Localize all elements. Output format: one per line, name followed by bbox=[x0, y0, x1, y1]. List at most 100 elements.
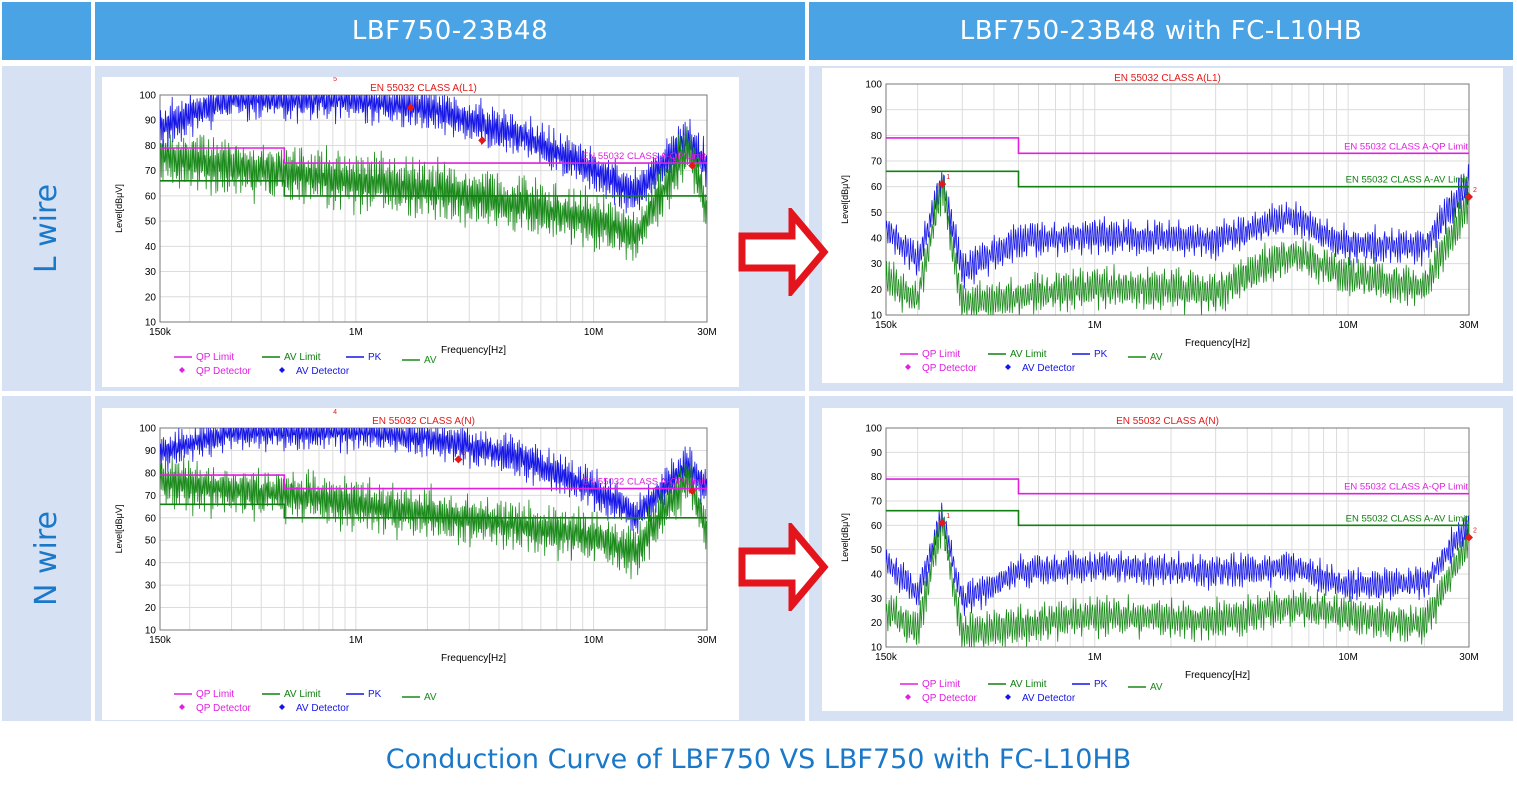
x-tick-label: 1M bbox=[1088, 320, 1102, 331]
row-label-n-wire: N wire bbox=[2, 396, 91, 721]
y-tick-label: 90 bbox=[871, 448, 883, 459]
y-tick-label: 10 bbox=[145, 626, 157, 637]
column-header-after: LBF750-23B48 with FC-L10HB bbox=[809, 2, 1513, 60]
qp-limit-label: EN 55032 CLASS A-QP Limit bbox=[1344, 141, 1468, 152]
y-tick-label: 90 bbox=[871, 105, 883, 116]
y-tick-label: 70 bbox=[871, 157, 883, 168]
legend-label: AV Detector bbox=[1022, 363, 1076, 374]
y-tick-label: 10 bbox=[145, 318, 157, 329]
detector-marker bbox=[454, 455, 463, 464]
y-tick-label: 10 bbox=[871, 311, 883, 322]
qp-limit-line bbox=[160, 147, 707, 164]
arrow-right-icon bbox=[738, 523, 829, 611]
legend-swatch bbox=[179, 367, 185, 373]
legend-label: AV Limit bbox=[284, 689, 321, 700]
top-marker-label: 4 bbox=[333, 409, 337, 416]
detector-marker-label: 1 bbox=[946, 513, 950, 520]
y-tick-label: 10 bbox=[871, 643, 883, 654]
chart-l-after: 10 20 30 40 50 60 70 80 90 100 150k 1M 10M 30M Frequen… bbox=[840, 73, 1479, 374]
chart-title: EN 55032 CLASS A(L1) bbox=[1114, 73, 1221, 84]
x-tick-label: 30M bbox=[697, 327, 716, 338]
legend-label: AV Detector bbox=[1022, 693, 1076, 704]
y-tick-label: 100 bbox=[139, 91, 156, 102]
detector-marker bbox=[688, 486, 697, 495]
x-axis-label: Frequency[Hz] bbox=[441, 345, 506, 356]
top-marker-label: 5 bbox=[333, 77, 337, 83]
y-tick-label: 20 bbox=[145, 603, 157, 614]
y-tick-label: 40 bbox=[145, 558, 157, 569]
x-tick-label: 150k bbox=[149, 327, 172, 338]
legend-label: AV Detector bbox=[296, 366, 350, 377]
legend-label: AV bbox=[424, 355, 437, 366]
y-axis-label: Level[dBμV] bbox=[840, 513, 850, 562]
y-tick-label: 50 bbox=[871, 545, 883, 556]
av-trace bbox=[886, 173, 1469, 315]
x-tick-label: 150k bbox=[875, 320, 898, 331]
legend-swatch bbox=[179, 704, 185, 710]
x-tick-label: 10M bbox=[1338, 320, 1357, 331]
y-axis-label: Level[dBμV] bbox=[114, 505, 124, 554]
detector-marker-label: 5 bbox=[415, 98, 419, 105]
pk-trace bbox=[160, 95, 707, 214]
chart-panel-l-before: 10 20 30 40 50 60 70 80 90 100 150k 1M 10M 30M Frequen… bbox=[102, 77, 739, 387]
legend-label: QP Detector bbox=[922, 363, 978, 374]
legend-label: PK bbox=[368, 689, 382, 700]
qp-limit-label: EN 55032 CLASS A-QP Limit bbox=[582, 151, 706, 162]
y-axis-label: Level[dBμV] bbox=[114, 184, 124, 233]
qp-limit-line bbox=[886, 478, 1469, 495]
qp-limit-line bbox=[160, 474, 707, 490]
figure-caption: Conduction Curve of LBF750 VS LBF750 wit… bbox=[385, 744, 1132, 775]
y-axis-label: Level[dBμV] bbox=[840, 175, 850, 224]
y-tick-label: 70 bbox=[145, 491, 157, 502]
av-trace bbox=[160, 126, 707, 261]
av-trace bbox=[160, 455, 707, 580]
y-tick-label: 50 bbox=[871, 208, 883, 219]
detector-marker bbox=[478, 136, 487, 145]
plot-frame bbox=[159, 94, 708, 323]
x-tick-label: 10M bbox=[584, 327, 603, 338]
x-tick-label: 10M bbox=[584, 635, 603, 646]
av-limit-line bbox=[160, 180, 707, 197]
column-header-before: LBF750-23B48 bbox=[95, 2, 805, 60]
x-tick-label: 30M bbox=[697, 635, 716, 646]
x-axis-label: Frequency[Hz] bbox=[1185, 670, 1250, 681]
y-tick-label: 80 bbox=[871, 131, 883, 142]
legend-label: QP Detector bbox=[922, 693, 978, 704]
y-tick-label: 40 bbox=[871, 234, 883, 245]
legend-label: PK bbox=[1094, 679, 1108, 690]
detector-marker-label: 6 bbox=[462, 449, 466, 456]
y-tick-label: 100 bbox=[139, 424, 156, 435]
detector-marker bbox=[938, 518, 947, 527]
qp-limit-label: EN 55032 CLASS A-QP Limit bbox=[1344, 482, 1468, 493]
x-axis-label: Frequency[Hz] bbox=[1185, 338, 1250, 349]
legend-swatch bbox=[1005, 694, 1011, 700]
legend-swatch bbox=[905, 364, 911, 370]
legend-label: QP Limit bbox=[922, 349, 960, 360]
y-tick-label: 80 bbox=[145, 468, 157, 479]
y-tick-label: 20 bbox=[871, 285, 883, 296]
y-tick-label: 30 bbox=[145, 581, 157, 592]
header-corner bbox=[2, 2, 91, 60]
y-tick-label: 40 bbox=[871, 570, 883, 581]
av-trace bbox=[886, 508, 1469, 647]
chart-n-before: 10 20 30 40 50 60 70 80 90 100 150k 1M 10M 30M Frequen… bbox=[114, 409, 717, 714]
x-tick-label: 150k bbox=[149, 635, 172, 646]
x-tick-label: 1M bbox=[1088, 652, 1102, 663]
x-axis-label: Frequency[Hz] bbox=[441, 653, 506, 664]
legend-swatch bbox=[279, 704, 285, 710]
chart-l-before: 10 20 30 40 50 60 70 80 90 100 150k 1M 10M 30M Frequen… bbox=[114, 77, 717, 377]
detector-marker bbox=[406, 103, 415, 112]
detector-marker-label: 2 bbox=[1473, 187, 1477, 194]
y-tick-label: 60 bbox=[145, 191, 157, 202]
legend-label: PK bbox=[368, 352, 382, 363]
legend-label: QP Limit bbox=[196, 352, 234, 363]
row-label-n-wire-text: N wire bbox=[29, 511, 65, 606]
y-tick-label: 20 bbox=[871, 618, 883, 629]
row-label-l-wire: L wire bbox=[2, 66, 91, 391]
legend-label: AV Limit bbox=[284, 352, 321, 363]
detector-marker bbox=[938, 180, 947, 189]
detector-marker-label: 1 bbox=[946, 174, 950, 181]
x-tick-label: 30M bbox=[1459, 320, 1478, 331]
x-tick-label: 30M bbox=[1459, 652, 1478, 663]
legend-label: AV bbox=[1150, 352, 1163, 363]
